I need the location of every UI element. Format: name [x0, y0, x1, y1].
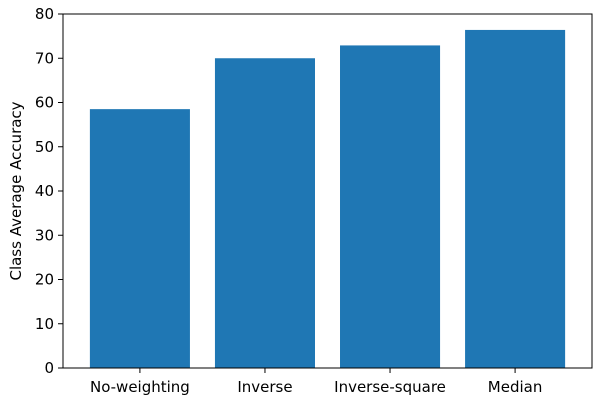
x-tick-label: No-weighting — [90, 378, 190, 395]
plot-frame — [62, 13, 593, 369]
y-axis-label: Class Average Accuracy — [7, 101, 25, 280]
axes-frame — [62, 13, 593, 369]
y-tick-label: 60 — [35, 94, 54, 112]
y-tick-label: 70 — [35, 49, 54, 67]
y-tick-label: 30 — [35, 226, 54, 244]
y-tick-label: 20 — [35, 271, 54, 289]
y-tick-label: 40 — [35, 182, 54, 200]
y-tick-label: 0 — [44, 359, 54, 377]
bar-inverse — [214, 58, 315, 368]
x-axis-ticks: No-weighting Inverse Inverse-square Median — [90, 368, 542, 395]
y-tick-label: 80 — [35, 5, 54, 23]
x-tick-label: Inverse — [237, 378, 292, 395]
y-tick-label: 50 — [35, 138, 54, 156]
bar-inverse-square — [340, 45, 441, 369]
bar-median — [465, 29, 566, 369]
bar-no-weighting — [89, 109, 190, 368]
y-axis-ticks: 0 10 20 30 40 50 60 70 80 — [35, 5, 63, 377]
x-tick-label: Median — [488, 378, 543, 395]
y-tick-label: 10 — [35, 315, 54, 333]
bars-group — [89, 29, 566, 369]
x-tick-label: Inverse-square — [334, 378, 446, 395]
